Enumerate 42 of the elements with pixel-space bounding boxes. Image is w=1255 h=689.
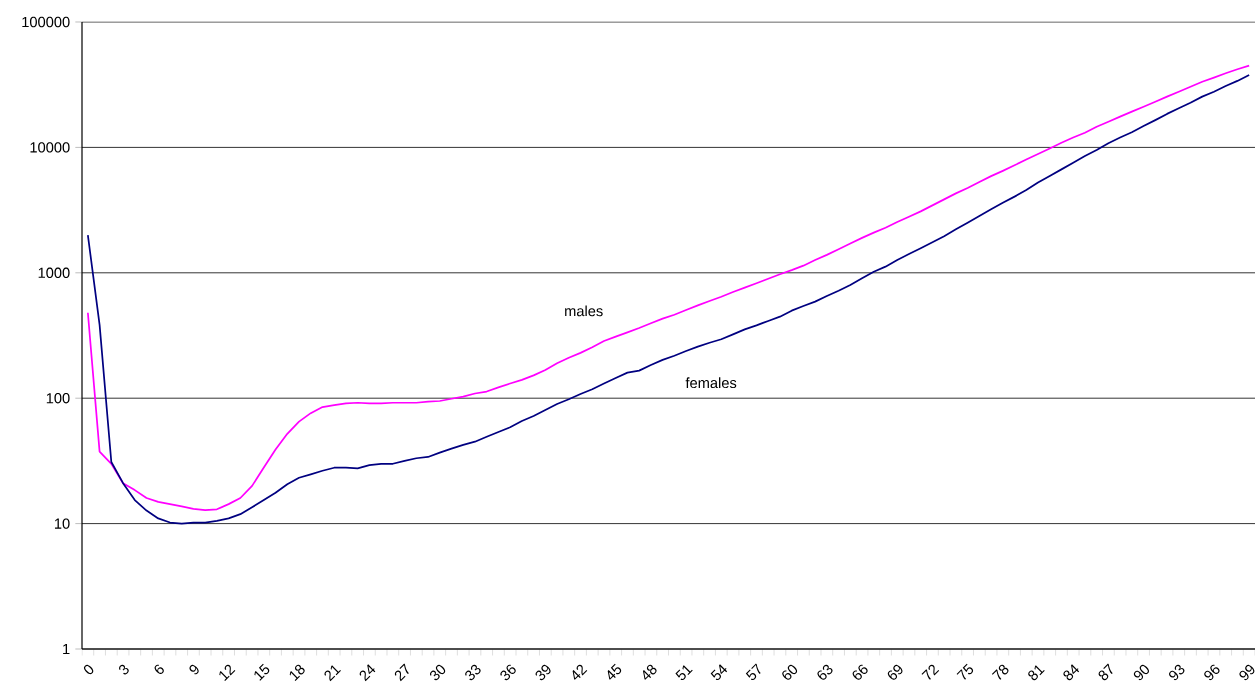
x-tick-label: 63: [817, 664, 833, 680]
x-tick-label: 33: [465, 664, 481, 681]
x-tick-label: 66: [852, 664, 868, 680]
x-tick-label: 69: [887, 664, 903, 680]
x-tick-label: 99: [1239, 664, 1255, 681]
x-tick-label: 51: [675, 665, 693, 681]
x-tick-label: 45: [607, 663, 622, 680]
x-tick-label: 24: [359, 664, 376, 682]
x-tick-label: 15: [254, 663, 270, 681]
y-tick-label: 10: [54, 518, 70, 529]
x-tick-label: 75: [956, 663, 974, 680]
x-tick-label: 27: [394, 663, 409, 682]
x-tick-label: 93: [1168, 664, 1185, 681]
x-tick-label: 0: [83, 664, 94, 675]
x-tick-label: 36: [500, 664, 516, 681]
x-tick-label: 39: [535, 664, 551, 681]
y-tick-label: 10000: [30, 142, 70, 153]
y-tick-label: 1000: [38, 267, 70, 278]
x-tick-label: 42: [572, 664, 588, 680]
x-tick-label: 81: [1028, 665, 1045, 681]
x-tick-label: 48: [643, 664, 657, 680]
x-tick-label: 9: [189, 664, 199, 675]
x-tick-label: 60: [782, 664, 798, 680]
x-tick-label: 21: [324, 665, 341, 682]
x-tick-label: 30: [429, 664, 446, 681]
x-tick-label: 54: [710, 664, 728, 681]
y-tick-label: 100: [46, 393, 70, 404]
x-tick-label: 57: [745, 663, 761, 681]
x-tick-label: 72: [921, 664, 940, 680]
series-label: females: [685, 377, 737, 389]
x-tick-label: 78: [991, 664, 1009, 680]
x-tick-label: 12: [219, 664, 236, 681]
x-tick-label: 96: [1204, 664, 1220, 681]
y-tick-label: 1: [63, 643, 70, 655]
x-tick-label: 90: [1133, 664, 1149, 681]
x-tick-label: 6: [154, 664, 164, 675]
x-tick-label: 18: [289, 664, 305, 681]
series-label: males: [565, 305, 603, 317]
y-tick-label: 100000: [22, 16, 70, 28]
x-tick-label: 87: [1098, 663, 1113, 681]
x-tick-label: 3: [119, 664, 129, 675]
x-tick-label: 84: [1063, 664, 1080, 681]
